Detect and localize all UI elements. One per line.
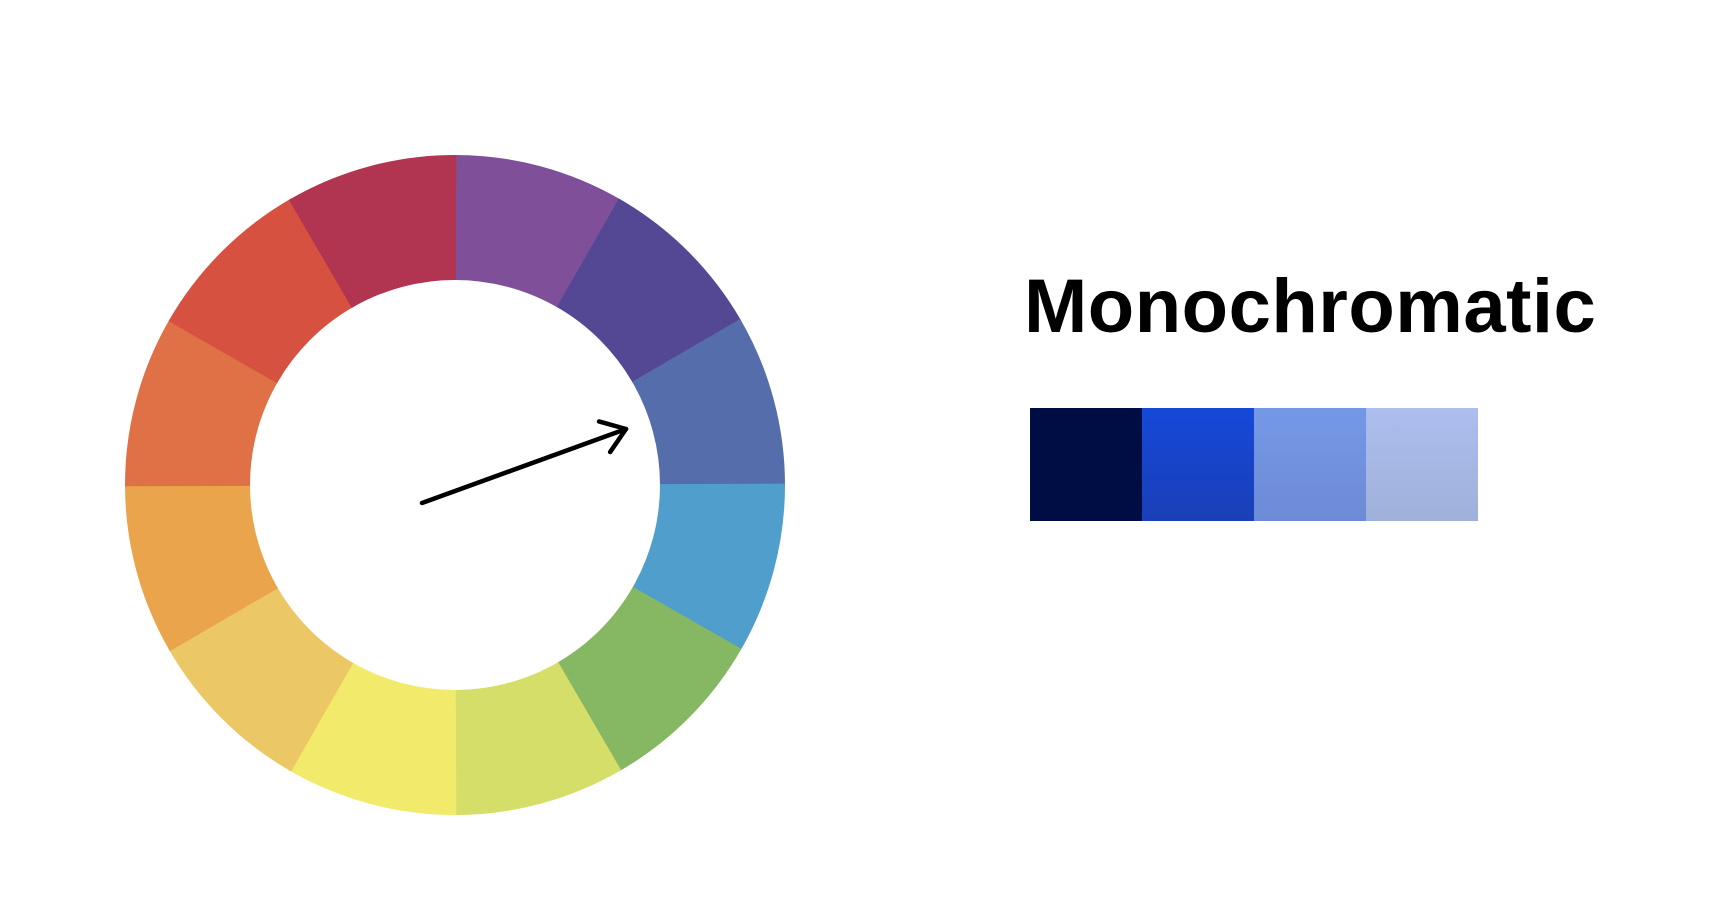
pointer-arrow xyxy=(419,419,629,506)
pointer-arrowhead xyxy=(596,419,629,455)
swatch-periwinkle xyxy=(1366,408,1478,521)
swatch-cornflower-blue xyxy=(1254,408,1366,521)
wheel-segment-slate-blue xyxy=(632,318,786,487)
wheel-segment-yellow-green xyxy=(453,662,622,815)
swatch-royal-blue xyxy=(1142,408,1254,521)
swatch-navy xyxy=(1030,408,1142,521)
wheel-segment-crimson xyxy=(288,155,457,308)
palette-swatches xyxy=(1030,408,1478,521)
wheel-segment-orange xyxy=(125,483,278,652)
wheel-segment-light-orange xyxy=(168,586,354,772)
wheel-segment-indigo xyxy=(556,198,742,384)
wheel-segment-red xyxy=(168,198,354,384)
wheel-segment-green xyxy=(556,586,742,772)
pointer-shaft xyxy=(419,426,629,506)
scheme-title: Monochromatic xyxy=(1024,264,1597,349)
